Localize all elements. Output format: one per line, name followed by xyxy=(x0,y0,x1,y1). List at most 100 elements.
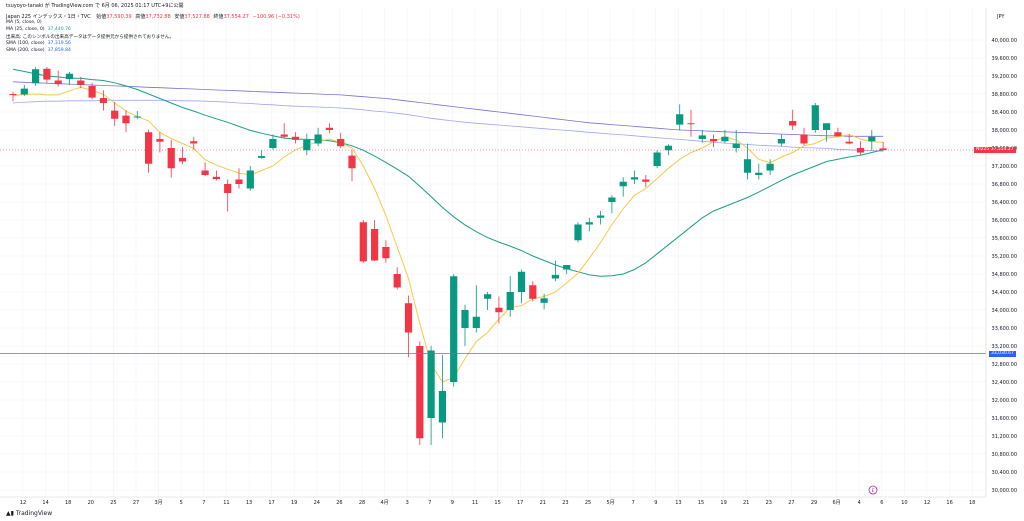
candle-body[interactable] xyxy=(597,215,605,218)
candle-body[interactable] xyxy=(348,155,356,169)
candle-body[interactable] xyxy=(32,69,40,84)
price-tick-label: 39,600.00 xyxy=(992,56,1017,62)
candle-body[interactable] xyxy=(664,145,672,151)
candle-body[interactable] xyxy=(111,110,119,119)
candle-body[interactable] xyxy=(201,170,209,176)
candle-body[interactable] xyxy=(755,172,763,175)
candle-body[interactable] xyxy=(212,176,220,180)
candle-body[interactable] xyxy=(551,274,559,279)
candle-body[interactable] xyxy=(224,184,232,193)
candle-body[interactable] xyxy=(382,247,390,259)
candle-body[interactable] xyxy=(20,88,28,95)
candle-body[interactable] xyxy=(122,115,130,124)
candle-body[interactable] xyxy=(811,105,819,130)
candle-body[interactable] xyxy=(303,139,311,151)
candle-body[interactable] xyxy=(337,139,345,147)
time-axis[interactable]: 12 14 18 20 25 27 3月 5 7 11 13 17 19 24 26 28 4月 3 7 9 11 15 1… xyxy=(20,500,976,506)
candle-body[interactable] xyxy=(800,134,808,144)
candle-body[interactable] xyxy=(698,135,706,139)
candle-body[interactable] xyxy=(868,136,876,142)
candle-body[interactable] xyxy=(845,141,853,144)
candle-body[interactable] xyxy=(404,303,413,333)
time-tick-label: 6月 xyxy=(833,500,841,506)
candle-body[interactable] xyxy=(506,292,514,310)
candle-body[interactable] xyxy=(856,148,865,153)
candle-body[interactable] xyxy=(235,179,243,185)
candle-body[interactable] xyxy=(732,143,740,149)
horizontal-lines xyxy=(0,149,986,355)
candle-body[interactable] xyxy=(687,123,695,125)
candle-body[interactable] xyxy=(416,346,424,439)
candle-body[interactable] xyxy=(133,116,141,118)
candle-body[interactable] xyxy=(269,139,277,148)
candle-body[interactable] xyxy=(834,132,842,137)
symbol-line[interactable]: Japan 225 インデックス・1日・TVC xyxy=(6,14,91,20)
candle-body[interactable] xyxy=(280,134,288,137)
candle-body[interactable] xyxy=(879,148,887,151)
candle-body[interactable] xyxy=(393,274,401,288)
candle-body[interactable] xyxy=(766,163,774,171)
candle-body[interactable] xyxy=(630,177,639,180)
candle-body[interactable] xyxy=(823,123,831,130)
candles[interactable] xyxy=(9,67,887,445)
indicator-sma200[interactable]: SMA (200, close) 37,859.84 xyxy=(6,48,71,53)
candle-body[interactable] xyxy=(167,148,175,169)
candle-body[interactable] xyxy=(65,73,74,80)
candle-body[interactable] xyxy=(314,134,322,144)
indicator-sma100[interactable]: SMA (100, close) 37,319.56 xyxy=(6,41,71,46)
candle-body[interactable] xyxy=(156,139,164,142)
candle-body[interactable] xyxy=(653,152,661,167)
candle-body[interactable] xyxy=(529,285,537,299)
candle-body[interactable] xyxy=(608,197,616,203)
candle-body[interactable] xyxy=(619,181,627,187)
candle-body[interactable] xyxy=(642,179,650,182)
time-tick-label: 12 xyxy=(20,500,26,506)
price-tick-label: 36,000.00 xyxy=(992,218,1017,224)
candle-body[interactable] xyxy=(710,139,718,142)
candle-body[interactable] xyxy=(190,141,198,144)
candle-body[interactable] xyxy=(461,310,469,328)
close-value: 37,554.27 xyxy=(223,14,249,20)
high-label: 高値 xyxy=(135,14,146,20)
candle-body[interactable] xyxy=(676,114,684,125)
indicator-ma25[interactable]: MA (25, close, 0) 37,440.76 xyxy=(6,27,71,32)
grid xyxy=(0,8,986,497)
price-axis[interactable]: 40,000.00 39,600.00 39,200.00 38,800.00 38,4… xyxy=(992,38,1017,494)
candle-body[interactable] xyxy=(145,132,153,164)
candle-body[interactable] xyxy=(427,350,435,419)
candle-body[interactable] xyxy=(371,229,379,261)
candle-body[interactable] xyxy=(359,222,367,262)
candle-body[interactable] xyxy=(9,94,17,95)
indicator-volume-note[interactable]: 出来高: このシンボルの出来高データはデータ提供元から提供されておりません。 xyxy=(6,35,174,40)
candle-body[interactable] xyxy=(450,276,458,382)
price-tick-label: 33,600.00 xyxy=(992,326,1017,332)
candle-body[interactable] xyxy=(517,271,526,292)
candle-body[interactable] xyxy=(88,85,96,98)
candle-body[interactable] xyxy=(178,157,187,162)
tradingview-logo[interactable]: ▲▮ TradingView xyxy=(6,510,53,517)
candle-body[interactable] xyxy=(258,156,266,158)
candle-body[interactable] xyxy=(585,222,593,225)
price-tick-label: 38,800.00 xyxy=(992,92,1017,98)
candle-body[interactable] xyxy=(721,136,729,142)
candle-body[interactable] xyxy=(789,121,797,126)
candle-body[interactable] xyxy=(438,391,446,423)
candle-body[interactable] xyxy=(325,127,333,130)
candle-body[interactable] xyxy=(54,80,62,85)
candle-body[interactable] xyxy=(77,80,85,86)
candle-body[interactable] xyxy=(246,170,254,189)
candle-body[interactable] xyxy=(777,139,785,144)
candle-body[interactable] xyxy=(563,265,571,270)
candle-body[interactable] xyxy=(574,224,582,241)
candle-body[interactable] xyxy=(540,298,548,303)
candle-body[interactable] xyxy=(99,98,107,103)
candle-body[interactable] xyxy=(495,307,503,313)
candle-body[interactable] xyxy=(291,136,300,140)
candle-body[interactable] xyxy=(43,68,51,80)
event-marker-icon[interactable]: E xyxy=(868,485,878,495)
candle-body[interactable] xyxy=(472,316,480,328)
candle-body[interactable] xyxy=(484,294,492,299)
indicator-ma5[interactable]: MA (5, close, 0) xyxy=(6,20,42,25)
candle-body[interactable] xyxy=(743,159,752,173)
